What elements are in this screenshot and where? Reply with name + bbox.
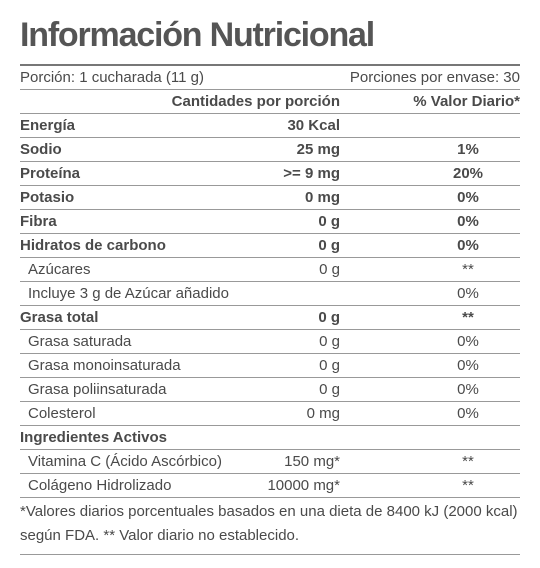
daily-value: 0% [457,405,479,422]
nutrient-row: Sodio 25 mg 1% [20,138,520,162]
nutrient-name: Azúcares [28,261,91,278]
nutrient-row: Hidratos de carbono 0 g 0% [20,234,520,258]
nutrient-row: Grasa monoinsaturada 0 g 0% [20,354,520,378]
nutrition-table: Porción: 1 cucharada (11 g) Porciones po… [20,64,520,555]
daily-value: 20% [452,165,484,182]
nutrient-name: Sodio [20,141,62,158]
nutrient-name: Fibra [20,213,57,230]
nutrient-name: Hidratos de carbono [20,237,166,254]
amount: 150 mg* [284,453,340,470]
amount: 0 g [319,381,340,398]
column-header: Cantidades por porción % Valor Diario* [20,90,520,114]
nutrient-row: Azúcares 0 g ** [20,258,520,282]
nutrient-row: Incluye 3 g de Azúcar añadido 0% [20,282,520,306]
nutrient-row: Ingredientes Activos [20,426,520,450]
daily-value: 0% [457,381,479,398]
dv-header: % Valor Diario* [413,93,520,110]
title: Información Nutricional [20,16,375,54]
daily-value: 0% [457,189,479,206]
servings-per-container: Porciones por envase: 30 [349,69,520,86]
nutrient-row: Energía 30 Kcal [20,114,520,138]
nutrient-row: Grasa poliinsaturada 0 g 0% [20,378,520,402]
rows: Energía 30 Kcal Sodio 25 mg 1% Proteína >= 9 m… [20,114,520,498]
amount: 0 g [318,237,340,254]
daily-value: 0% [457,213,479,230]
nutrient-name: Grasa saturada [28,333,132,350]
daily-value: ** [462,477,474,494]
amount-header: Cantidades por porción [171,93,340,110]
nutrient-row: Potasio 0 mg 0% [20,186,520,210]
daily-value: 0% [457,357,479,374]
nutrient-row: Colágeno Hidrolizado 10000 mg* ** [20,474,520,498]
nutrient-name: Colágeno Hidrolizado [28,477,172,494]
amount: 30 Kcal [287,117,340,134]
footnote: *Valores diarios porcentuales basados en… [20,498,520,555]
amount: 10000 mg* [267,477,340,494]
daily-value: 0% [457,237,479,254]
nutrient-row: Fibra 0 g 0% [20,210,520,234]
amount: 0 g [318,213,340,230]
nutrient-name: Grasa monoinsaturada [28,357,181,374]
amount: 0 g [318,309,340,326]
amount: 0 mg [306,405,340,422]
nutrient-name: Grasa total [20,309,99,326]
nutrient-name: Colesterol [28,405,96,422]
nutrient-row: Grasa saturada 0 g 0% [20,330,520,354]
daily-value: ** [462,453,474,470]
daily-value: ** [462,261,474,278]
nutrient-name: Grasa poliinsaturada [28,381,167,398]
amount: 0 mg [304,189,340,206]
amount: >= 9 mg [283,165,340,182]
amount: 0 g [319,357,340,374]
amount: 0 g [319,333,340,350]
daily-value: 0% [457,333,479,350]
nutrient-row: Colesterol 0 mg 0% [20,402,520,426]
serving-row: Porción: 1 cucharada (11 g) Porciones po… [20,66,520,90]
nutrient-row: Vitamina C (Ácido Ascórbico) 150 mg* ** [20,450,520,474]
daily-value: 1% [457,141,479,158]
nutrient-row: Grasa total 0 g ** [20,306,520,330]
nutrient-name: Vitamina C (Ácido Ascórbico) [28,453,222,470]
daily-value: 0% [457,285,479,302]
serving-size: Porción: 1 cucharada (11 g) [20,69,204,86]
nutrient-name: Ingredientes Activos [20,429,167,446]
daily-value: ** [462,309,474,326]
nutrient-name: Proteína [20,165,81,182]
amount: 25 mg [296,141,340,158]
nutrient-row: Proteína >= 9 mg 20% [20,162,520,186]
nutrient-name: Energía [20,117,76,134]
nutrient-name: Potasio [20,189,75,206]
nutrient-name: Incluye 3 g de Azúcar añadido [28,285,229,302]
amount: 0 g [319,261,340,278]
